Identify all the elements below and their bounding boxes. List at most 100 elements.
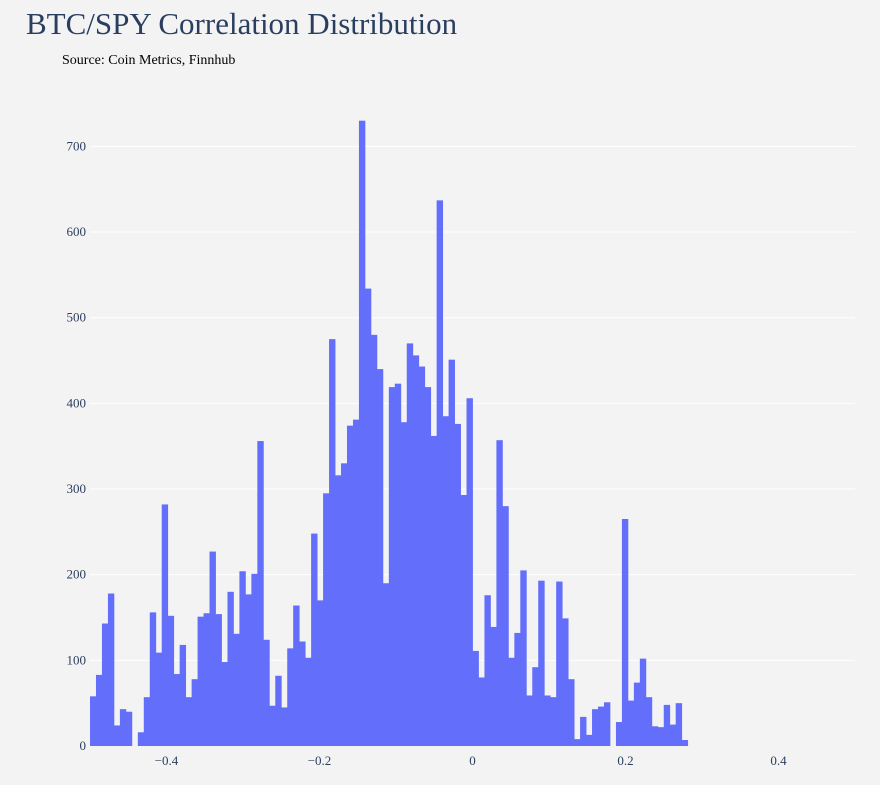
histogram-bar bbox=[113, 725, 121, 746]
y-tick-label: 400 bbox=[67, 395, 87, 410]
histogram-bar bbox=[556, 581, 563, 746]
histogram-bar bbox=[645, 697, 653, 746]
y-tick-label: 100 bbox=[67, 652, 87, 667]
histogram-bar bbox=[155, 652, 163, 746]
histogram-bar bbox=[388, 387, 396, 746]
histogram-bar bbox=[478, 677, 485, 746]
histogram-bar bbox=[520, 570, 527, 746]
y-tick-label: 500 bbox=[67, 310, 87, 325]
histogram-bar bbox=[257, 441, 264, 746]
histogram-bar bbox=[370, 334, 378, 746]
histogram-bar bbox=[101, 623, 109, 746]
histogram-bar bbox=[263, 639, 270, 746]
histogram-bar bbox=[424, 387, 432, 746]
histogram-bar bbox=[233, 633, 240, 746]
x-tick-label: 0.2 bbox=[617, 753, 633, 768]
histogram-bar bbox=[544, 695, 551, 746]
histogram-bar bbox=[179, 644, 187, 746]
histogram-bar bbox=[621, 519, 629, 746]
histogram-bar bbox=[460, 495, 467, 746]
histogram-bar bbox=[203, 613, 210, 746]
histogram-bar bbox=[508, 657, 515, 746]
histogram-bar bbox=[490, 626, 497, 746]
histogram-bar bbox=[436, 200, 444, 747]
histogram-bar bbox=[197, 616, 204, 746]
y-tick-label: 600 bbox=[67, 224, 87, 239]
histogram-bar bbox=[335, 475, 342, 746]
histogram-bar bbox=[550, 697, 557, 746]
x-tick-label: 0.4 bbox=[770, 753, 787, 768]
y-tick-label: 300 bbox=[67, 481, 87, 496]
histogram-bar bbox=[466, 398, 473, 746]
histogram-bar bbox=[161, 504, 169, 746]
histogram-bar bbox=[352, 419, 360, 746]
histogram-bar bbox=[239, 571, 246, 746]
histogram-bar bbox=[125, 711, 133, 746]
histogram-bar bbox=[329, 339, 336, 747]
histogram-bar bbox=[532, 667, 539, 746]
histogram-bar bbox=[191, 679, 198, 746]
histogram-bar bbox=[669, 724, 677, 746]
histogram-bar bbox=[472, 650, 479, 746]
histogram-bar bbox=[681, 740, 689, 746]
histogram-bar bbox=[663, 704, 671, 746]
histogram-bar bbox=[275, 675, 282, 746]
x-tick-label: −0.2 bbox=[308, 753, 332, 768]
histogram-bar bbox=[281, 707, 288, 746]
histogram-bar bbox=[305, 657, 312, 746]
histogram-bar bbox=[651, 726, 659, 746]
histogram-bars bbox=[90, 120, 689, 747]
histogram-bar bbox=[376, 369, 384, 746]
histogram-bar bbox=[526, 695, 533, 746]
histogram-bar bbox=[639, 658, 647, 746]
histogram-bar bbox=[382, 583, 390, 746]
histogram-bar bbox=[400, 422, 408, 746]
histogram-bar bbox=[227, 591, 234, 746]
histogram-bar bbox=[592, 709, 599, 746]
histogram-bar bbox=[185, 697, 193, 746]
histogram-bar bbox=[442, 416, 449, 746]
histogram-bar bbox=[514, 632, 521, 746]
histogram-bar bbox=[657, 727, 665, 746]
histogram-bar bbox=[90, 696, 97, 746]
histogram-bar bbox=[502, 506, 509, 746]
y-tick-label: 200 bbox=[67, 567, 87, 582]
histogram-bar bbox=[209, 551, 216, 746]
histogram-bar bbox=[615, 722, 623, 746]
histogram-bar bbox=[107, 593, 115, 746]
histogram-bar bbox=[538, 580, 545, 746]
histogram-bar bbox=[269, 705, 276, 746]
y-axis-ticks: 0 100 200 300 400 500 600 700 bbox=[67, 138, 87, 753]
histogram-bar bbox=[245, 594, 252, 746]
histogram-bar bbox=[137, 732, 145, 746]
histogram-bar bbox=[562, 618, 569, 746]
histogram-bar bbox=[633, 682, 641, 746]
histogram-bar bbox=[143, 697, 151, 746]
y-tick-label: 700 bbox=[67, 138, 87, 153]
histogram-bar bbox=[406, 343, 414, 746]
histogram-bar bbox=[167, 615, 175, 746]
x-tick-label: −0.4 bbox=[155, 753, 179, 768]
histogram-bar bbox=[586, 734, 593, 746]
histogram-bar bbox=[119, 709, 127, 746]
x-tick-label: 0 bbox=[469, 753, 476, 768]
histogram-bar bbox=[496, 440, 503, 746]
histogram-bar bbox=[341, 463, 348, 746]
histogram-bar bbox=[358, 120, 366, 746]
histogram-bar bbox=[215, 614, 222, 746]
histogram-bar bbox=[412, 355, 420, 746]
histogram-bar bbox=[221, 662, 228, 746]
histogram-bar bbox=[598, 706, 605, 746]
histogram-bar bbox=[173, 674, 181, 746]
histogram-bar bbox=[364, 288, 372, 746]
histogram-bar bbox=[149, 612, 157, 746]
chart-subtitle: Source: Coin Metrics, Finnhub bbox=[62, 53, 236, 68]
chart-title: BTC/SPY Correlation Distribution bbox=[26, 6, 458, 41]
histogram-bar bbox=[346, 425, 354, 746]
histogram-bar bbox=[574, 739, 581, 746]
histogram-bar bbox=[580, 716, 587, 746]
x-axis-ticks: −0.4 −0.2 0 0.2 0.4 bbox=[155, 753, 787, 768]
histogram-bar bbox=[675, 703, 683, 746]
histogram-bar bbox=[317, 600, 324, 746]
